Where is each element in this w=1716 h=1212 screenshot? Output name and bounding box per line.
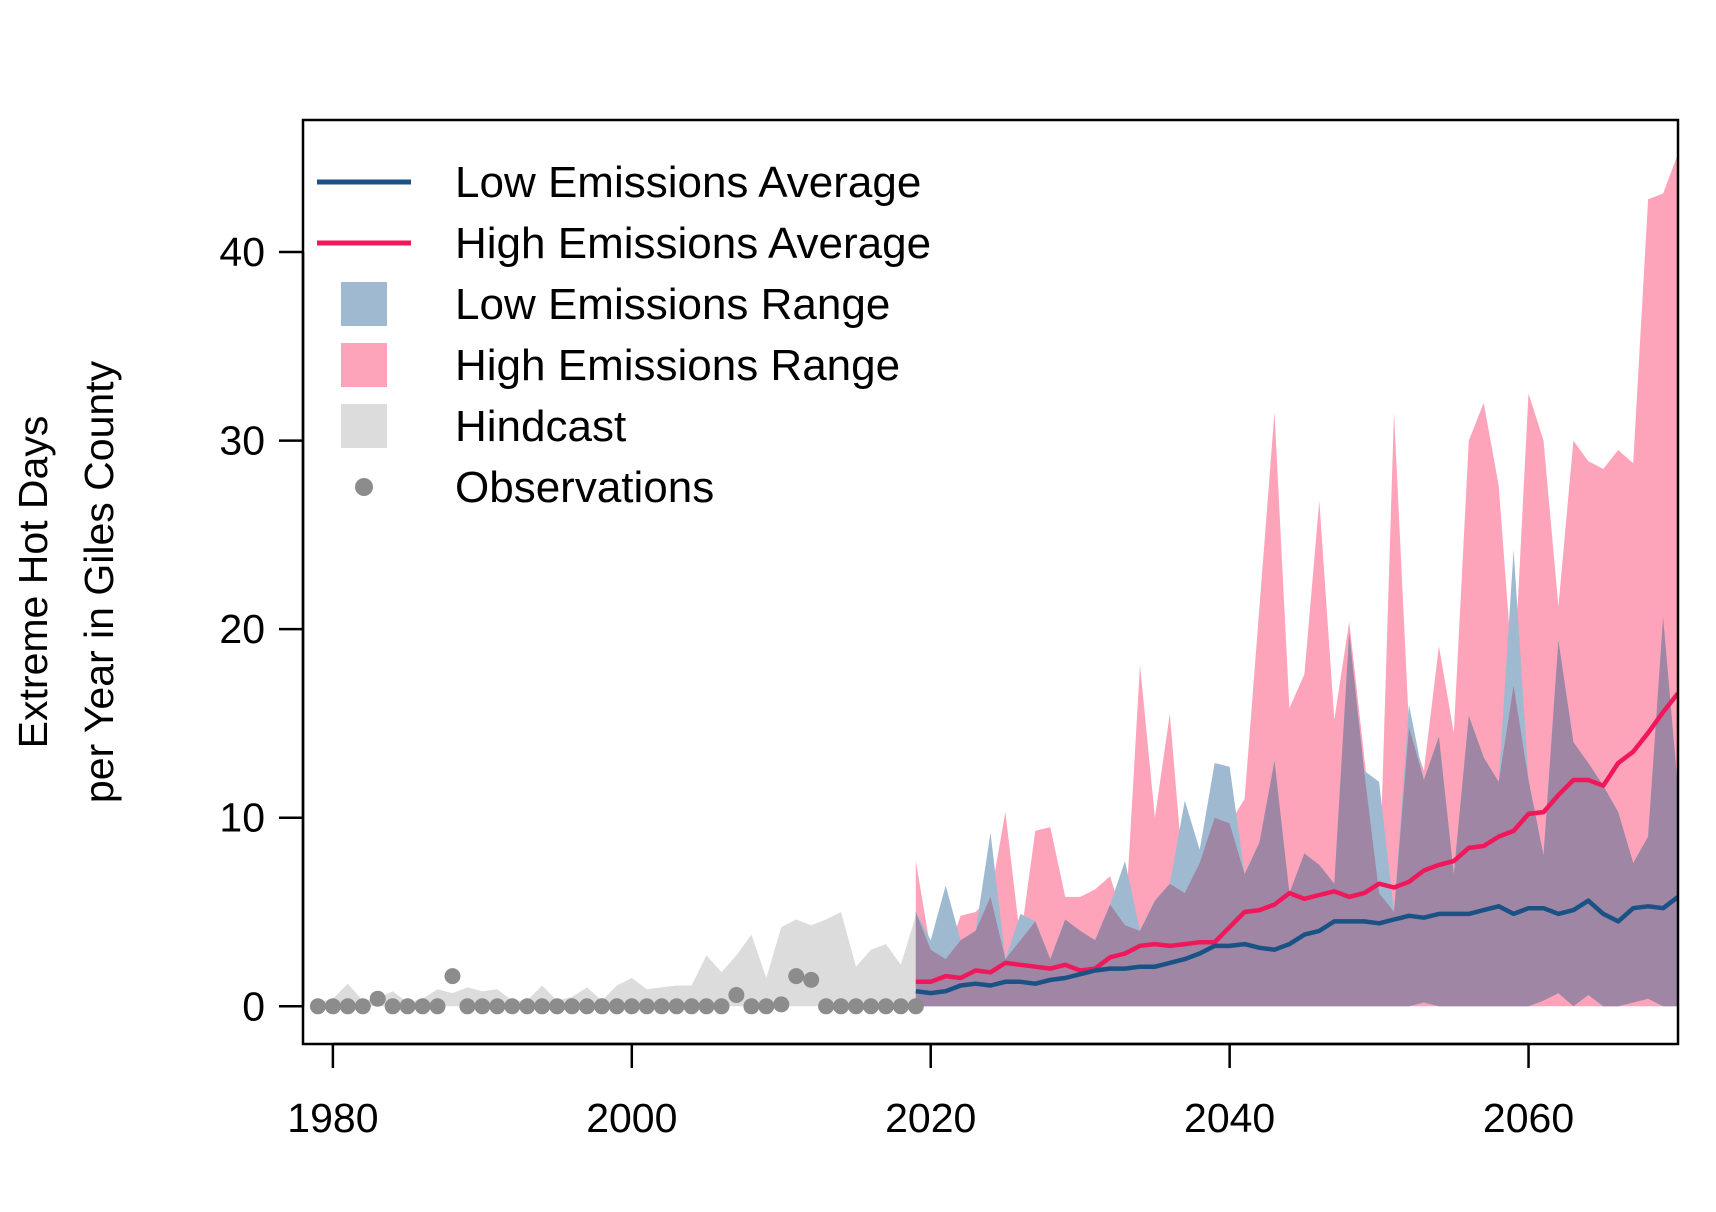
y-axis-title-line: per Year in Giles County: [76, 360, 122, 803]
observation-point: [653, 998, 670, 1015]
observation-point: [713, 998, 730, 1015]
observation-point: [818, 998, 835, 1015]
x-tick-label: 2020: [885, 1095, 976, 1141]
legend-entry: High Emissions Average: [317, 219, 931, 268]
y-tick-label: 40: [219, 229, 265, 275]
legend-label: Observations: [455, 463, 714, 512]
observation-point: [758, 998, 775, 1015]
legend-entry: Low Emissions Range: [341, 280, 890, 329]
legend-label: High Emissions Range: [455, 341, 900, 390]
series-layer: [309, 153, 1678, 1015]
observation-point: [519, 998, 536, 1015]
observation-point: [474, 998, 491, 1015]
observation-point: [608, 998, 625, 1015]
x-tick-label: 2060: [1483, 1095, 1574, 1141]
observation-point: [309, 998, 326, 1015]
observation-point: [728, 987, 745, 1003]
observation-point: [459, 998, 476, 1015]
observation-point: [534, 998, 551, 1015]
observation-point: [788, 968, 805, 985]
observation-point: [414, 998, 431, 1015]
observation-point: [444, 968, 461, 985]
low-emissions-average-line: [915, 895, 1678, 996]
observation-point: [384, 998, 401, 1015]
y-tick-label: 0: [242, 983, 265, 1029]
observation-point: [862, 998, 879, 1015]
observation-point: [489, 998, 506, 1015]
observation-point: [668, 998, 685, 1015]
x-tick-label: 2000: [586, 1095, 677, 1141]
high-emissions-average-line: [915, 691, 1678, 985]
x-axis: 1980 2000 2020 2040 2060: [287, 1042, 1574, 1141]
legend-point-swatch: [355, 478, 373, 496]
y-tick-label: 20: [219, 606, 265, 652]
legend-entry: High Emissions Range: [341, 341, 900, 390]
y-axis-title: Extreme Hot Days per Year in Giles County: [10, 360, 122, 803]
y-axis-title-line: Extreme Hot Days: [10, 416, 56, 749]
observation-point: [877, 998, 894, 1015]
legend-label: Low Emissions Range: [455, 280, 890, 329]
observation-point: [429, 998, 446, 1015]
observation-point: [773, 996, 790, 1013]
y-tick-label: 30: [219, 418, 265, 464]
observation-point: [339, 998, 356, 1015]
legend-fill-swatch: [341, 343, 387, 387]
observation-point: [324, 998, 341, 1015]
observation-point: [564, 998, 580, 1015]
observation-point: [504, 998, 521, 1015]
observation-point: [638, 998, 655, 1015]
y-axis: 0 10 20 30 40: [219, 229, 305, 1029]
y-tick-label: 10: [219, 795, 265, 841]
observation-point: [683, 998, 700, 1015]
observation-point: [848, 998, 864, 1015]
hindcast-band: [317, 912, 916, 1007]
observation-point: [743, 998, 760, 1015]
legend-label: Low Emissions Average: [455, 158, 921, 207]
observation-point: [623, 998, 640, 1015]
x-tick-label: 2040: [1184, 1095, 1275, 1141]
legend-entry: Hindcast: [341, 402, 626, 451]
observation-point: [399, 998, 416, 1015]
observation-point: [549, 998, 566, 1015]
observation-point: [579, 998, 595, 1015]
observation-point: [593, 998, 610, 1015]
observation-point: [354, 998, 371, 1015]
legend-label: High Emissions Average: [455, 219, 931, 268]
observations-series: [309, 968, 924, 1015]
legend: Low Emissions Average High Emissions Aver…: [317, 158, 931, 512]
legend-fill-swatch: [341, 282, 387, 326]
legend-entry: Low Emissions Average: [317, 158, 921, 207]
legend-entry: Observations: [355, 463, 714, 512]
observation-point: [803, 971, 820, 988]
observation-point: [907, 998, 924, 1015]
legend-fill-swatch: [341, 404, 387, 448]
observation-point: [833, 998, 849, 1015]
legend-label: Hindcast: [455, 402, 626, 451]
observation-point: [369, 990, 386, 1007]
observation-point: [892, 998, 909, 1015]
x-tick-label: 1980: [287, 1095, 378, 1141]
observation-point: [698, 998, 715, 1015]
